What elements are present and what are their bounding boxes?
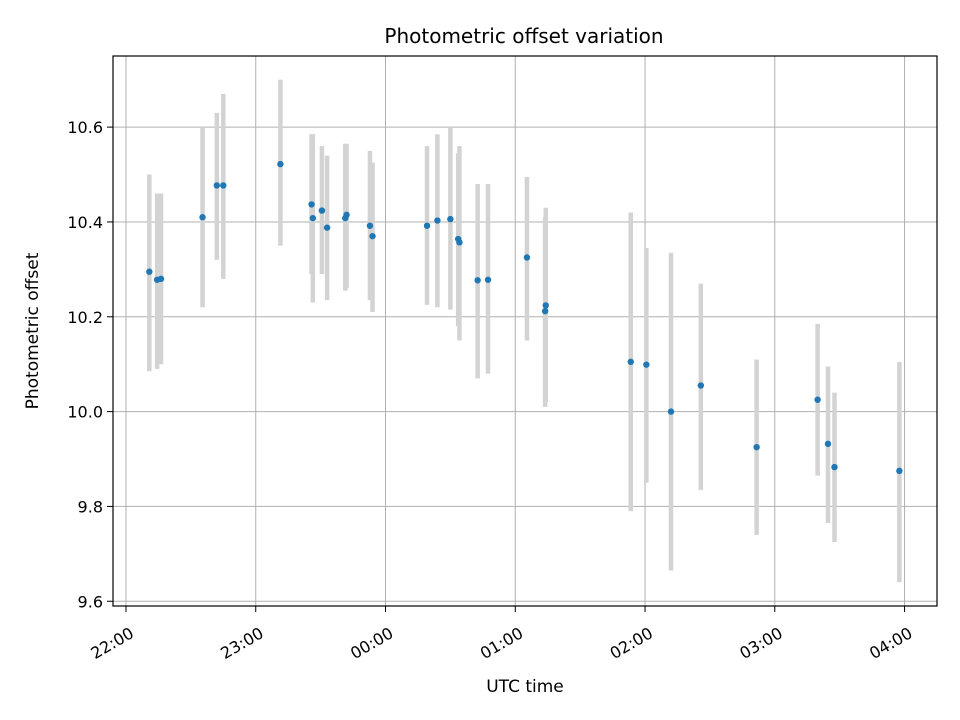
x-axis-label: UTC time (486, 677, 564, 697)
data-point (199, 214, 206, 221)
y-tick-label: 9.6 (78, 592, 103, 611)
data-point (831, 463, 838, 471)
data-point (753, 443, 760, 451)
data-point (343, 211, 350, 219)
data-point (523, 254, 531, 261)
data-point (157, 275, 165, 283)
data-point (484, 276, 492, 283)
data-point (369, 232, 376, 240)
data-point (213, 182, 221, 189)
y-axis: 9.6 9.8 10.0 10.2 10.4 10.6 (67, 118, 113, 611)
chart-title: Photometric offset variation (384, 24, 663, 48)
data-point (643, 361, 650, 368)
data-point (474, 277, 481, 284)
data-point (814, 396, 821, 403)
data-point (697, 382, 705, 389)
data-point (423, 222, 431, 229)
y-tick-label: 10.6 (67, 118, 103, 137)
data-point (220, 182, 227, 189)
plot-frame (112, 55, 938, 607)
data-point (456, 239, 463, 246)
data-point (541, 307, 549, 315)
y-tick-label: 10.4 (67, 213, 103, 232)
y-tick-label: 10.0 (67, 403, 103, 422)
data-point (277, 160, 284, 168)
data-point (824, 440, 832, 448)
data-point (308, 201, 315, 208)
y-tick-label: 9.8 (78, 497, 103, 516)
data-point (896, 467, 903, 475)
y-tick-label: 10.2 (67, 308, 103, 327)
data-point (542, 302, 549, 309)
data-points (146, 160, 903, 475)
data-point (309, 214, 317, 222)
y-axis-label: Photometric offset (23, 252, 43, 409)
data-point (627, 358, 634, 366)
data-point (323, 224, 331, 231)
data-point (318, 207, 326, 214)
data-point (667, 408, 675, 415)
data-point (447, 215, 454, 223)
data-point (434, 217, 441, 224)
data-point (146, 268, 153, 275)
data-point (366, 222, 374, 229)
